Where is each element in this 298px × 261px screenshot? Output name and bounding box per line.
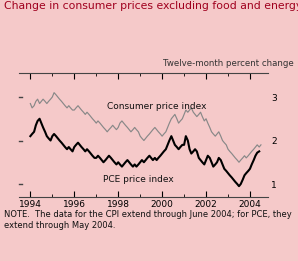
Text: Change in consumer prices excluding food and energy: Change in consumer prices excluding food… <box>4 1 298 11</box>
Text: Twelve-month percent change: Twelve-month percent change <box>163 59 294 68</box>
Text: PCE price index: PCE price index <box>103 175 173 184</box>
Text: NOTE.  The data for the CPI extend through June 2004; for PCE, they
extend throu: NOTE. The data for the CPI extend throug… <box>4 210 292 229</box>
Text: Consumer price index: Consumer price index <box>107 102 207 111</box>
